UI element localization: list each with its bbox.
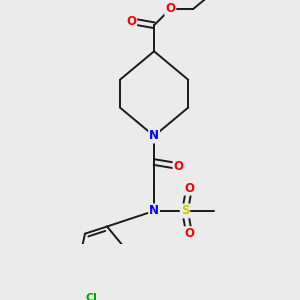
Text: Cl: Cl [85,293,97,300]
Text: O: O [184,227,194,240]
Text: N: N [149,130,159,142]
Text: S: S [181,204,189,218]
Text: O: O [126,15,136,28]
Text: O: O [184,182,194,195]
Text: N: N [149,204,159,218]
Text: O: O [173,160,184,172]
Text: O: O [165,2,176,16]
